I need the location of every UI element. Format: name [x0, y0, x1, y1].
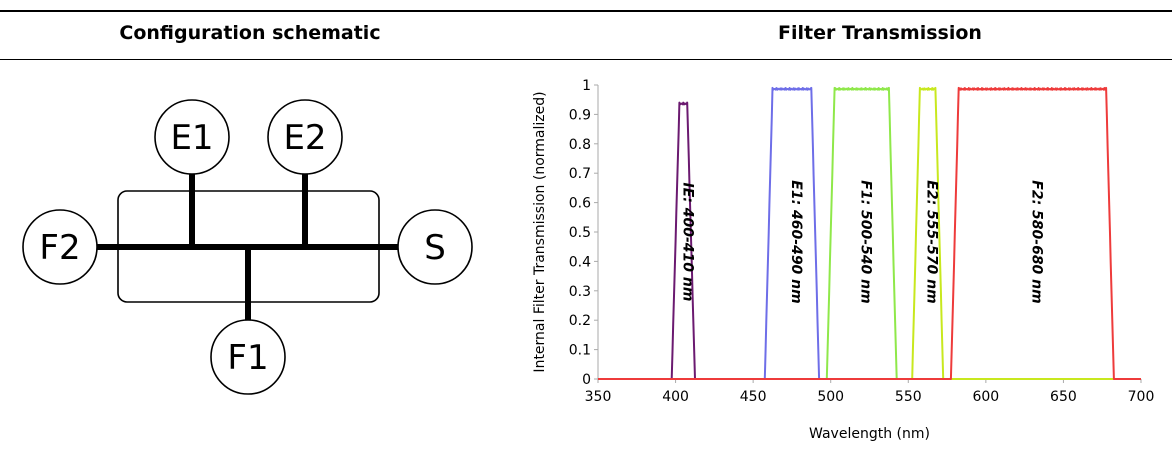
node-e2: E2	[267, 99, 343, 175]
y-tick-label-6: 0.6	[569, 196, 591, 212]
node-f2-label: F2	[39, 228, 80, 268]
y-tick-label-8: 0.8	[569, 137, 591, 153]
node-e2-label: E2	[283, 118, 326, 158]
chart-header: Filter Transmission	[778, 22, 982, 44]
x-tick-label-2: 450	[740, 389, 767, 405]
transmission-series	[597, 86, 1142, 380]
filter-transmission-chart: 0 0.1 0.2 0.3 0.4 0.5 0.6 0.7 0.8 0.9 1 350 400 450 5…	[532, 78, 1155, 442]
y-tick-label-5: 0.5	[569, 225, 591, 241]
x-tick-label-5: 600	[972, 389, 999, 405]
x-axis-title: Wavelength (nm)	[809, 426, 930, 442]
x-tick-label-4: 550	[895, 389, 922, 405]
y-tick-label-10: 1	[582, 78, 591, 94]
node-f1-label: F1	[227, 338, 268, 378]
band-label-4: F2: 580-680 nm	[1028, 180, 1044, 303]
y-tick-label-2: 0.2	[569, 313, 591, 329]
configuration-schematic: E1 E2 F2 S F1	[22, 99, 473, 395]
y-tick-label-4: 0.4	[569, 254, 591, 270]
header-rule	[0, 59, 1172, 60]
band-labels: IE: 400-410 nm E1: 460-490 nm F1: 500-540 …	[679, 180, 1044, 303]
x-tick-label-6: 650	[1050, 389, 1077, 405]
band-label-2: F1: 500-540 nm	[858, 180, 874, 303]
y-axis-ticks: 0 0.1 0.2 0.3 0.4 0.5 0.6 0.7 0.8 0.9 1	[569, 78, 598, 388]
node-e1-label: E1	[170, 118, 213, 158]
x-tick-label-0: 350	[585, 389, 612, 405]
y-tick-label-7: 0.7	[569, 166, 591, 182]
y-tick-label-3: 0.3	[569, 284, 591, 300]
x-axis-ticks: 350 400 450 500 550 600 650 700	[585, 379, 1155, 405]
top-rule	[0, 10, 1172, 12]
node-f1: F1	[210, 319, 286, 395]
node-f2: F2	[22, 209, 98, 285]
band-label-0: IE: 400-410 nm	[679, 183, 695, 302]
band-label-3: E2: 555-570 nm	[924, 180, 940, 303]
y-tick-label-9: 0.9	[569, 107, 591, 123]
x-tick-label-7: 700	[1128, 389, 1155, 405]
x-tick-label-1: 400	[662, 389, 689, 405]
x-tick-label-3: 500	[817, 389, 844, 405]
y-tick-label-0: 0	[582, 372, 591, 388]
node-s-label: S	[424, 228, 446, 268]
schematic-header: Configuration schematic	[119, 22, 381, 44]
series-line-4	[597, 86, 1142, 380]
y-tick-label-1: 0.1	[569, 343, 591, 359]
node-s: S	[397, 209, 473, 285]
node-e1: E1	[154, 99, 230, 175]
y-axis-title: Internal Filter Transmission (normalized…	[532, 91, 548, 372]
band-label-1: E1: 460-490 nm	[788, 180, 804, 303]
